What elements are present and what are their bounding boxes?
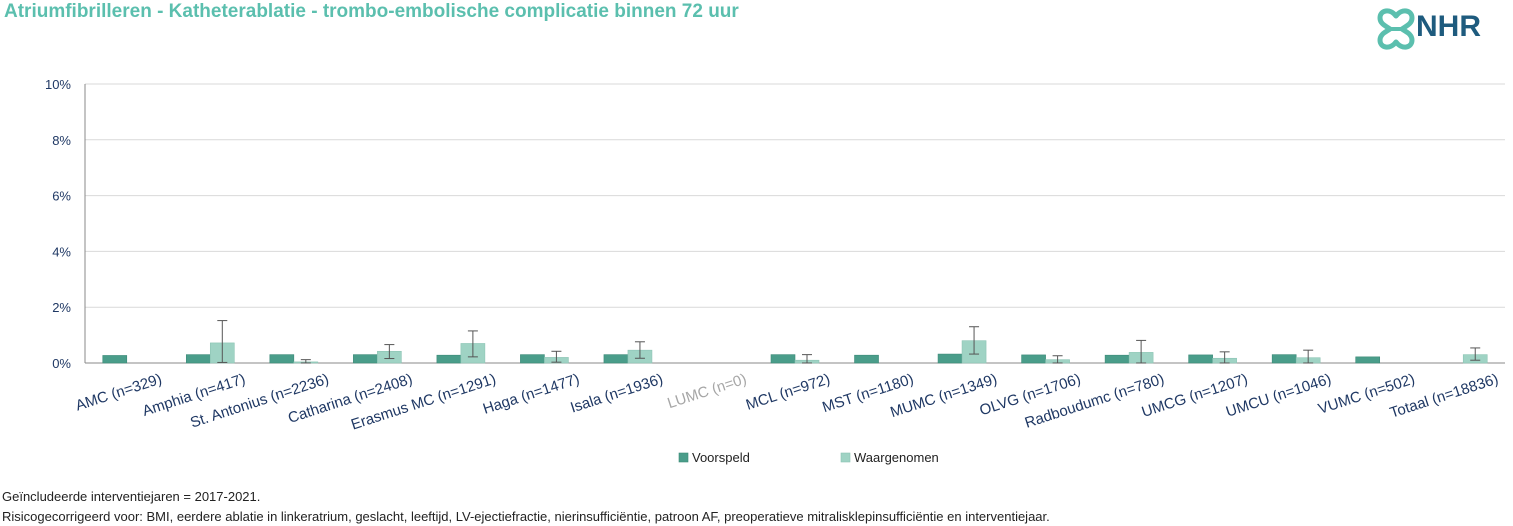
bar-voorspeld (1021, 354, 1046, 364)
bar-chart: 0%2%4%6%8%10%AMC (n=329)Amphia (n=417)St… (45, 77, 1505, 465)
bar-voorspeld (603, 354, 629, 364)
x-category-label: Isala (n=1936) (568, 371, 665, 417)
bar-voorspeld (770, 354, 796, 364)
bar-voorspeld (436, 354, 462, 364)
legend-swatch-voorspeld (678, 452, 689, 463)
x-category-label: MCL (n=972) (744, 371, 832, 414)
bar-voorspeld (269, 354, 295, 364)
x-category-label: Erasmus MC (n=1291) (349, 371, 498, 434)
bar-voorspeld (854, 354, 879, 364)
x-category-label: Haga (n=1477) (481, 371, 582, 418)
x-category-label: St. Antonius (n=2236) (188, 371, 331, 432)
nhr-logo: NHR (1376, 6, 1501, 52)
legend-swatch-waargenomen (840, 452, 851, 463)
bar-voorspeld (1271, 354, 1297, 364)
bar-voorspeld (185, 354, 211, 364)
bar-voorspeld (1188, 354, 1213, 364)
y-tick-label: 6% (52, 189, 71, 204)
footnote-risk-adjustment: Risicogecorrigeerd voor: BMI, eerdere ab… (2, 509, 1050, 524)
legend-label-voorspeld: Voorspeld (692, 450, 750, 465)
footnote-years: Geïncludeerde interventiejaren = 2017-20… (2, 489, 261, 504)
y-tick-label: 0% (52, 356, 71, 371)
bar-voorspeld (1104, 354, 1130, 364)
bar-voorspeld (102, 355, 128, 364)
bar-voorspeld (353, 354, 378, 364)
bar-voorspeld (520, 354, 545, 364)
bar-voorspeld (937, 353, 963, 364)
chart-title: Atriumfibrilleren - Katheterablatie - tr… (4, 1, 739, 22)
y-tick-label: 4% (52, 244, 71, 259)
y-tick-label: 10% (45, 77, 71, 92)
nhr-heart-knot-icon (1377, 8, 1415, 50)
bar-voorspeld (1355, 356, 1381, 364)
y-tick-label: 2% (52, 300, 71, 315)
nhr-logo-text: NHR (1416, 10, 1481, 43)
y-tick-label: 8% (52, 133, 71, 148)
x-category-label: LUMC (n=0) (665, 371, 748, 413)
legend-label-waargenomen: Waargenomen (854, 450, 939, 465)
x-category-label: Radboudumc (n=780) (1023, 371, 1167, 432)
